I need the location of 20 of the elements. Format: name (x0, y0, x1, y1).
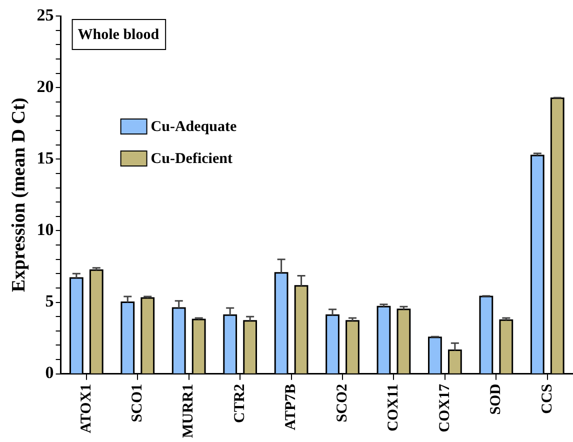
legend-label: Cu-Adequate (150, 118, 237, 135)
x-tick-label: MURR1 (180, 384, 197, 438)
x-tick-label: ATOX1 (78, 384, 94, 434)
y-tick-label: 25 (36, 5, 54, 24)
x-tick-label: SCO1 (130, 384, 146, 422)
y-axis-title: Expression (mean D Ct) (8, 98, 30, 292)
x-tick-label: CCS (539, 384, 556, 414)
x-tick-label: COX11 (386, 384, 402, 432)
y-tick-label: 20 (36, 76, 54, 96)
x-tick-label: SOD (488, 384, 504, 415)
annotation: Whole blood (78, 26, 160, 43)
x-tick-label: ATP7B (283, 384, 300, 430)
x-tick-label: SCO2 (334, 384, 350, 422)
y-tick-label: 0 (45, 363, 54, 382)
y-tick-label: 10 (36, 220, 54, 240)
y-tick-label: 5 (45, 292, 54, 311)
x-tick-label: CTR2 (232, 384, 248, 424)
y-tick-label: 15 (36, 148, 54, 168)
legend-label: Cu-Deficient (150, 150, 232, 167)
x-tick-label: COX17 (436, 383, 453, 432)
